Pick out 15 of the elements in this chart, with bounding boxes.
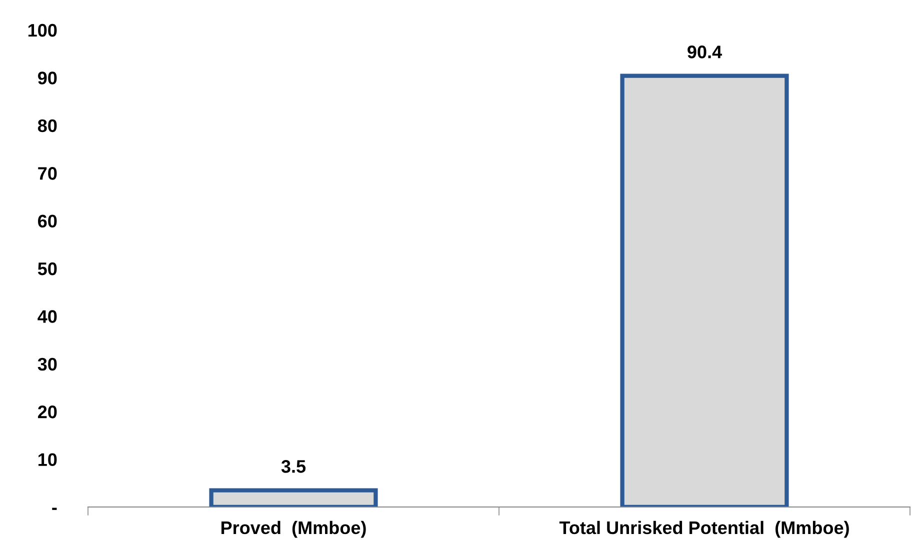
x-tick-label: Proved (Mmboe) [221, 520, 366, 538]
y-tick-label: 30 [38, 358, 57, 371]
y-tick-label: 80 [38, 119, 57, 132]
y-tick-label: 10 [38, 453, 57, 466]
data-label: 90.4 [688, 46, 722, 58]
y-tick-label: 60 [38, 214, 57, 228]
x-tick-label: Total Unrisked Potential (Mmboe) [559, 520, 849, 538]
data-label: 3.5 [281, 460, 306, 473]
y-tick-label: 70 [38, 167, 57, 180]
y-tick-label: 100 [28, 24, 57, 37]
y-tick-label: - [52, 508, 57, 510]
y-tick-label: 50 [38, 262, 57, 276]
y-tick-label: 90 [38, 72, 57, 84]
y-tick-label: 40 [38, 310, 57, 323]
y-tick-label: 20 [38, 406, 57, 418]
